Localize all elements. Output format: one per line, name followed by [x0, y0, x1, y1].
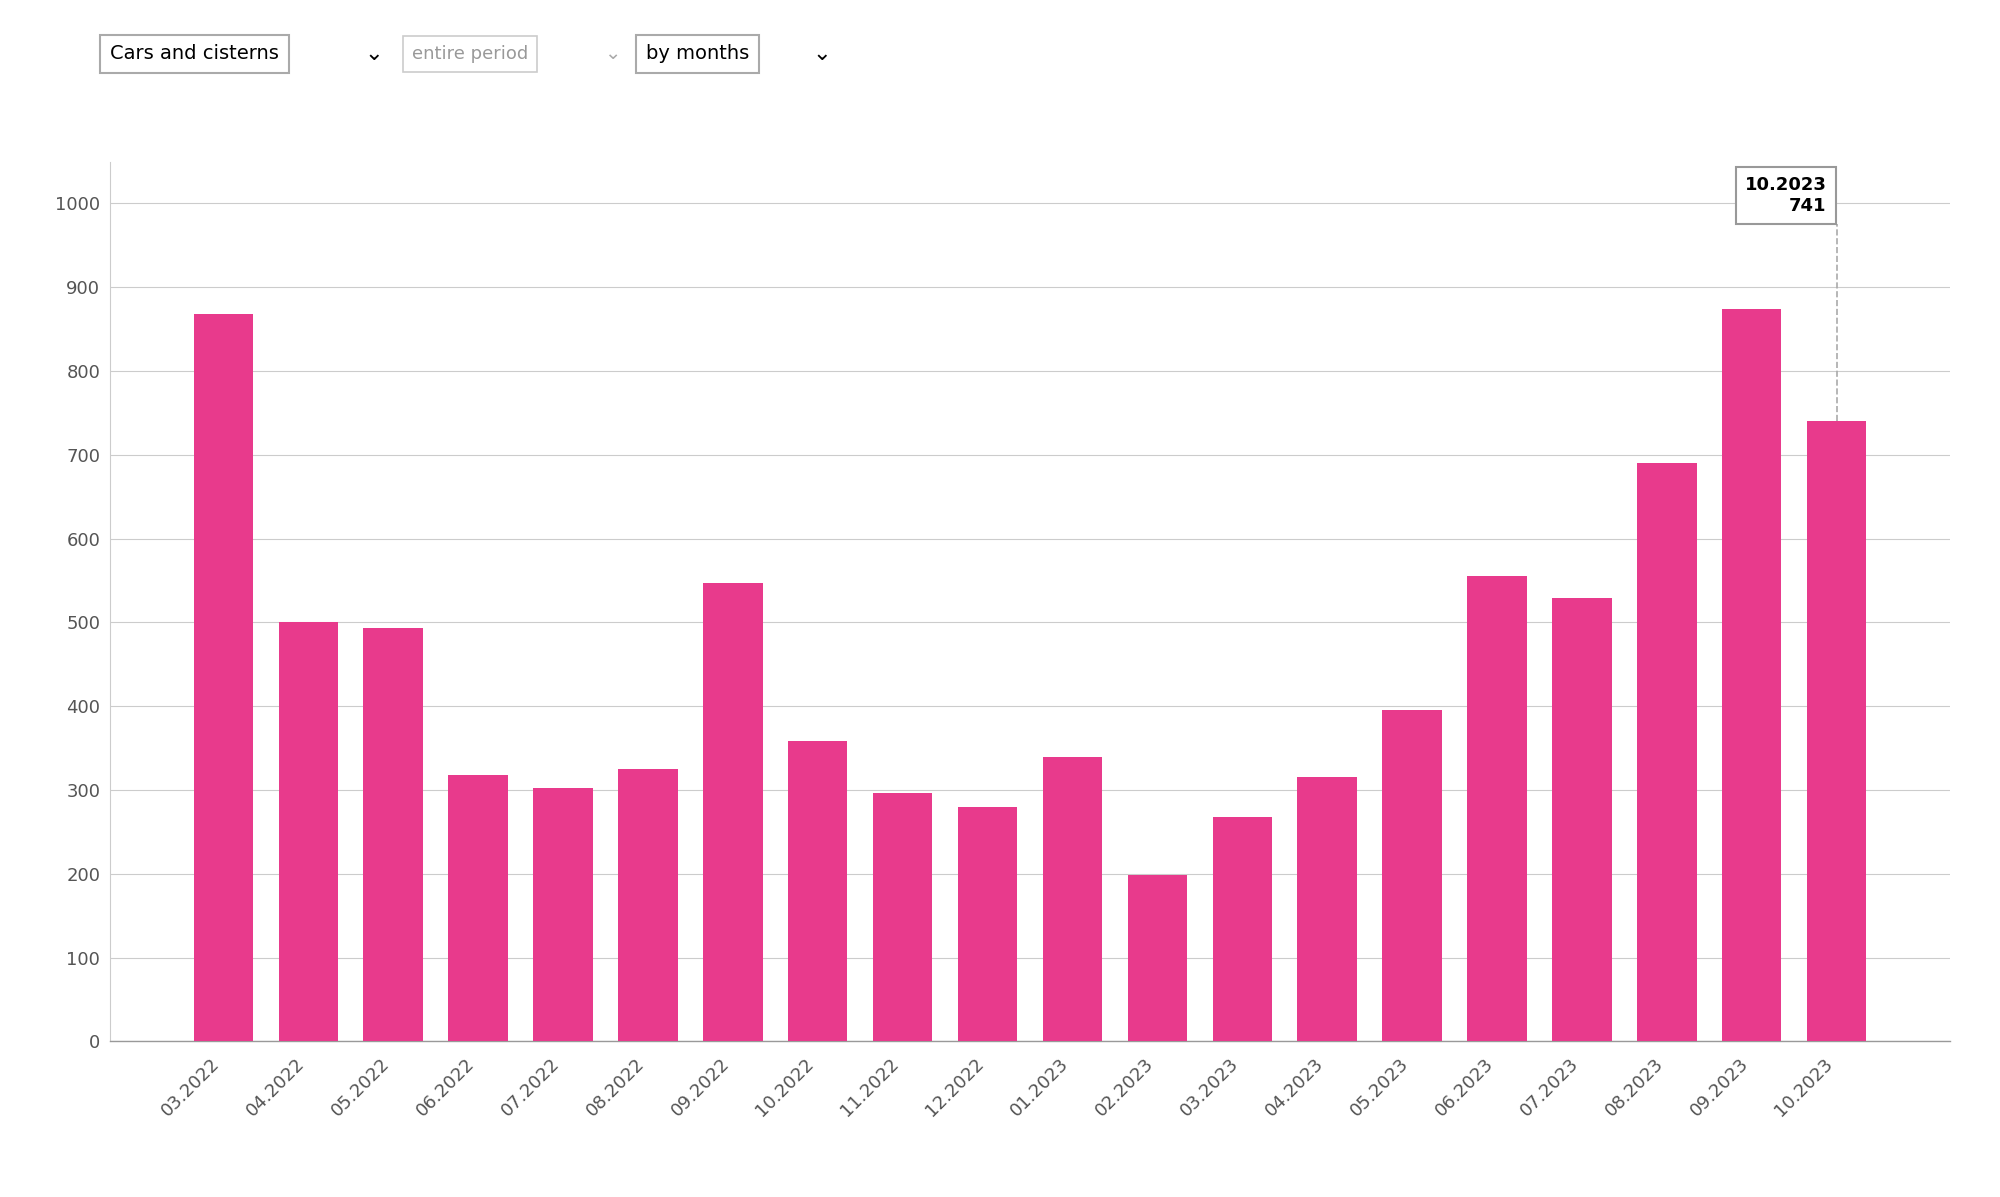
Bar [1382, 710, 1442, 1041]
Bar [278, 622, 338, 1041]
Bar [618, 770, 678, 1041]
Bar [1298, 777, 1356, 1041]
Text: ⌄: ⌄ [604, 44, 620, 63]
Text: ⌄: ⌄ [364, 44, 382, 63]
Bar [1552, 598, 1612, 1041]
Text: 10.2023
741: 10.2023 741 [1744, 176, 1826, 214]
Bar [1468, 577, 1526, 1041]
Bar [788, 741, 848, 1041]
Bar [1722, 309, 1782, 1041]
Bar [872, 794, 932, 1041]
Bar [534, 789, 592, 1041]
Bar [364, 628, 422, 1041]
Bar [448, 774, 508, 1041]
Bar [704, 583, 762, 1041]
Text: entire period: entire period [412, 44, 528, 63]
Bar [1806, 420, 1866, 1041]
Bar [1638, 463, 1696, 1041]
Bar [1212, 816, 1272, 1041]
Bar [1042, 757, 1102, 1041]
Bar [194, 314, 254, 1041]
Text: Cars and cisterns: Cars and cisterns [110, 44, 278, 63]
Bar [958, 807, 1018, 1041]
Bar [1128, 875, 1188, 1041]
Text: ⌄: ⌄ [812, 44, 830, 63]
Text: by months: by months [646, 44, 750, 63]
